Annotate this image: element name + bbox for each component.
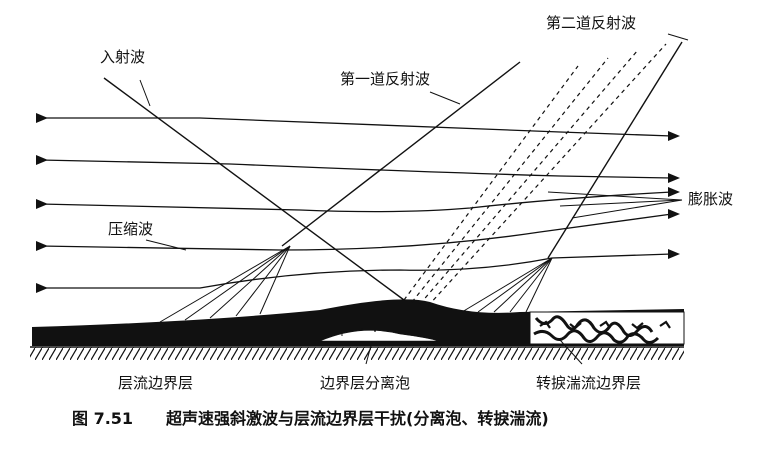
compression-fan-left: [159, 245, 291, 323]
label-expansion-wave: 膨胀波: [688, 190, 733, 208]
streamline-5: [40, 253, 673, 289]
separation-bubble-dots: [341, 328, 376, 336]
streamline-arrowheads: [36, 113, 680, 293]
wall: [30, 346, 684, 360]
leader-lines: [139, 33, 689, 365]
incident-shock-line: [103, 77, 405, 301]
boundary-layer-body: [32, 299, 684, 346]
label-second-reflection: 第二道反射波: [546, 14, 636, 32]
label-transition-turbulent-layer: 转捩湍流边界层: [536, 374, 641, 392]
streamline-1: [40, 117, 673, 137]
compression-fan-right: [461, 257, 553, 313]
label-laminar-boundary-layer: 层流边界层: [118, 374, 193, 392]
first-reflected-shock-line: [281, 61, 521, 247]
figure-number: 图 7.51: [72, 409, 133, 428]
label-compression-wave: 压缩波: [108, 220, 153, 238]
second-reflected-shock-line: [547, 41, 683, 259]
streamline-2: [39, 159, 673, 179]
streamline-4: [39, 213, 673, 251]
separation-bubble-shape: [319, 330, 439, 342]
label-separation-bubble: 边界层分离泡: [320, 374, 410, 392]
label-first-reflection: 第一道反射波: [340, 70, 430, 88]
streamlines: [39, 117, 673, 289]
turbulent-region-texture: [529, 311, 685, 345]
label-incident-wave: 入射波: [100, 48, 145, 66]
figure-caption: 超声速强斜激波与层流边界层干扰(分离泡、转捩湍流): [165, 409, 549, 428]
streamline-3: [39, 191, 673, 213]
